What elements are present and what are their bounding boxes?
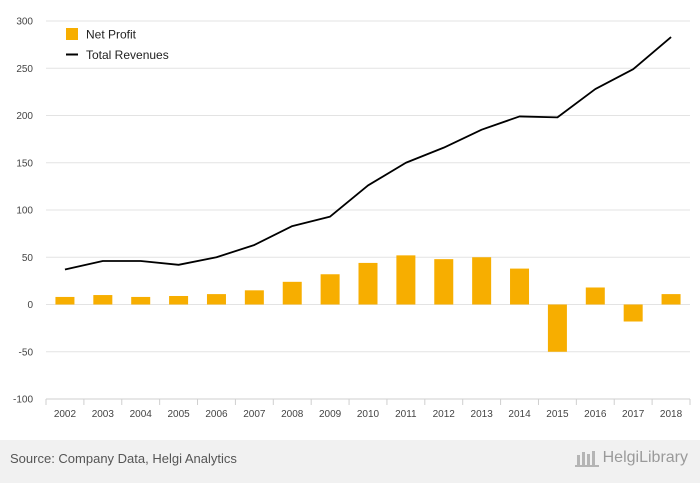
y-tick-label: 200 bbox=[16, 111, 33, 122]
bar bbox=[585, 287, 605, 305]
bar bbox=[206, 294, 226, 305]
x-tick-label: 2011 bbox=[395, 409, 417, 420]
bar bbox=[396, 255, 416, 305]
legend-label-total-revenues: Total Revenues bbox=[86, 48, 169, 62]
x-tick-label: 2005 bbox=[167, 409, 190, 420]
legend: Net Profit Total Revenues bbox=[66, 28, 169, 62]
y-tick-label: -100 bbox=[13, 395, 33, 406]
bar bbox=[131, 296, 151, 305]
net-profit-bars bbox=[55, 255, 681, 352]
bar bbox=[434, 259, 454, 305]
x-tick-label: 2014 bbox=[508, 409, 531, 420]
x-tick-label: 2003 bbox=[92, 409, 115, 420]
y-tick-label: 0 bbox=[27, 300, 33, 311]
gridlines bbox=[46, 20, 690, 400]
y-tick-label: 50 bbox=[22, 253, 34, 264]
bar bbox=[282, 281, 302, 305]
x-axis: 2002 2003 2004 2005 2006 2007 2008 2009 2010 2011… bbox=[45, 398, 691, 420]
bar bbox=[358, 262, 378, 305]
bar bbox=[55, 296, 75, 305]
y-tick-label: 300 bbox=[16, 17, 33, 28]
brand-logo[interactable]: HelgiLibrary bbox=[574, 449, 688, 467]
x-tick-label: 2008 bbox=[281, 409, 304, 420]
x-tick-label: 2012 bbox=[433, 409, 456, 420]
legend-swatch-net-profit bbox=[66, 28, 78, 40]
x-tick-label: 2016 bbox=[584, 409, 607, 420]
total-revenues-line bbox=[64, 36, 672, 271]
x-tick-label: 2002 bbox=[54, 409, 77, 420]
brand-text: HelgiLibrary bbox=[602, 449, 688, 466]
source-text: Source: Company Data, Helgi Analytics bbox=[10, 451, 237, 466]
line-path bbox=[64, 36, 672, 271]
x-tick-label: 2018 bbox=[660, 409, 683, 420]
y-tick-label: 250 bbox=[16, 64, 33, 75]
x-tick-label: 2013 bbox=[471, 409, 494, 420]
bar bbox=[510, 268, 530, 305]
bar bbox=[623, 304, 643, 322]
x-tick-label: 2010 bbox=[357, 409, 380, 420]
bar bbox=[244, 290, 264, 305]
bar bbox=[169, 295, 189, 305]
y-tick-label: -50 bbox=[19, 347, 34, 358]
x-tick-label: 2006 bbox=[205, 409, 228, 420]
bar bbox=[547, 304, 567, 352]
y-tick-label: 150 bbox=[16, 158, 33, 169]
y-axis-ticks: -100 -50 0 50 100 150 200 250 300 bbox=[13, 17, 33, 406]
bar bbox=[472, 257, 492, 305]
x-tick-label: 2007 bbox=[243, 409, 266, 420]
y-tick-label: 100 bbox=[16, 206, 33, 217]
x-tick-label: 2017 bbox=[622, 409, 645, 420]
x-tick-label: 2009 bbox=[319, 409, 342, 420]
library-icon bbox=[574, 451, 599, 467]
bar bbox=[320, 274, 340, 305]
bar bbox=[93, 295, 113, 305]
footer: Source: Company Data, Helgi Analytics He… bbox=[0, 440, 700, 483]
x-tick-label: 2004 bbox=[130, 409, 153, 420]
bar bbox=[661, 294, 681, 305]
legend-label-net-profit: Net Profit bbox=[86, 28, 137, 42]
x-tick-label: 2015 bbox=[546, 409, 569, 420]
